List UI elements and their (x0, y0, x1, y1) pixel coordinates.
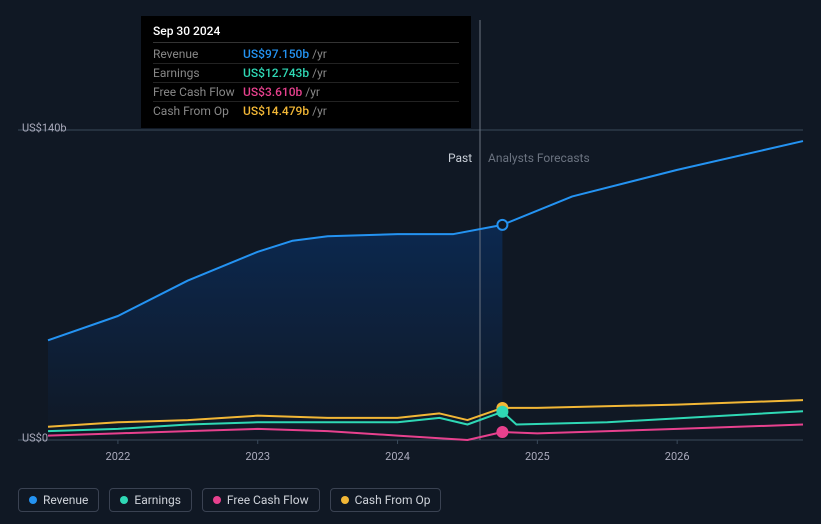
forecast-label: Analysts Forecasts (488, 151, 590, 165)
chart-tooltip: Sep 30 2024 RevenueUS$97.150b/yrEarnings… (141, 16, 471, 128)
tooltip-rows: RevenueUS$97.150b/yrEarningsUS$12.743b/y… (153, 45, 459, 120)
tooltip-row-value: US$12.743b (243, 66, 309, 80)
marker (497, 220, 507, 230)
tooltip-row-label: Cash From Op (153, 104, 243, 118)
tooltip-title: Sep 30 2024 (153, 24, 459, 43)
legend-item-cash-from-op[interactable]: Cash From Op (330, 488, 442, 512)
legend-label: Free Cash Flow (227, 493, 309, 507)
tooltip-row-label: Free Cash Flow (153, 85, 243, 99)
tooltip-row-suffix: /yr (305, 85, 320, 99)
tooltip-row-value: US$3.610b (243, 85, 302, 99)
legend-item-revenue[interactable]: Revenue (18, 488, 99, 512)
y-axis-label: US$0 (22, 432, 48, 445)
tooltip-row-value: US$14.479b (243, 104, 309, 118)
past-label: Past (448, 151, 472, 165)
legend-label: Revenue (43, 493, 88, 507)
chart-container: Past Analysts Forecasts Sep 30 2024 Reve… (0, 0, 821, 524)
tooltip-row-suffix: /yr (312, 47, 327, 61)
tooltip-row: RevenueUS$97.150b/yr (153, 45, 459, 64)
marker (497, 427, 507, 437)
x-axis-label: 2023 (245, 450, 270, 463)
legend-item-free-cash-flow[interactable]: Free Cash Flow (202, 488, 320, 512)
tooltip-row: EarningsUS$12.743b/yr (153, 64, 459, 83)
tooltip-row-value: US$97.150b (243, 47, 309, 61)
y-axis-label: US$140b (22, 122, 67, 135)
legend-label: Cash From Op (355, 493, 431, 507)
tooltip-row-label: Earnings (153, 66, 243, 80)
legend: Revenue Earnings Free Cash Flow Cash From O… (18, 488, 441, 512)
revenue-area (48, 225, 502, 440)
legend-dot (29, 496, 37, 504)
tooltip-row-label: Revenue (153, 47, 243, 61)
legend-dot (120, 496, 128, 504)
tooltip-row: Cash From OpUS$14.479b/yr (153, 102, 459, 120)
tooltip-row-suffix: /yr (312, 104, 327, 118)
marker (497, 407, 507, 417)
x-axis-label: 2026 (665, 450, 690, 463)
legend-item-earnings[interactable]: Earnings (109, 488, 192, 512)
tooltip-row-suffix: /yr (312, 66, 327, 80)
x-axis-label: 2024 (385, 450, 410, 463)
x-axis-label: 2022 (106, 450, 131, 463)
legend-dot (341, 496, 349, 504)
legend-dot (213, 496, 221, 504)
x-axis-label: 2025 (525, 450, 550, 463)
legend-label: Earnings (134, 493, 181, 507)
tooltip-row: Free Cash FlowUS$3.610b/yr (153, 83, 459, 102)
